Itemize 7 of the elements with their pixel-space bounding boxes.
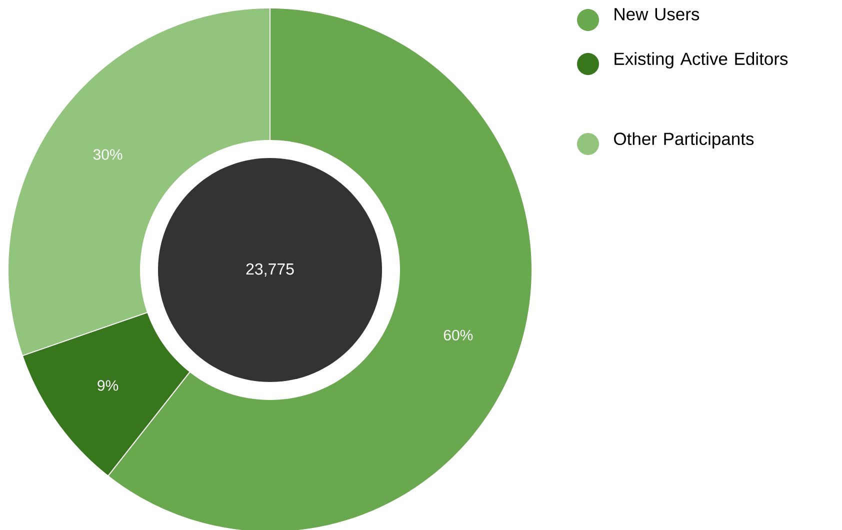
legend-label: Other Participants (614, 132, 754, 148)
data-label: 30% (93, 149, 122, 160)
text: 23,775 (246, 263, 294, 277)
legend-label: Existing Active Editors (614, 52, 788, 68)
data-label: 9% (98, 380, 118, 391)
legend-label: New Users (614, 8, 700, 20)
data-label: 60% (444, 330, 473, 340)
